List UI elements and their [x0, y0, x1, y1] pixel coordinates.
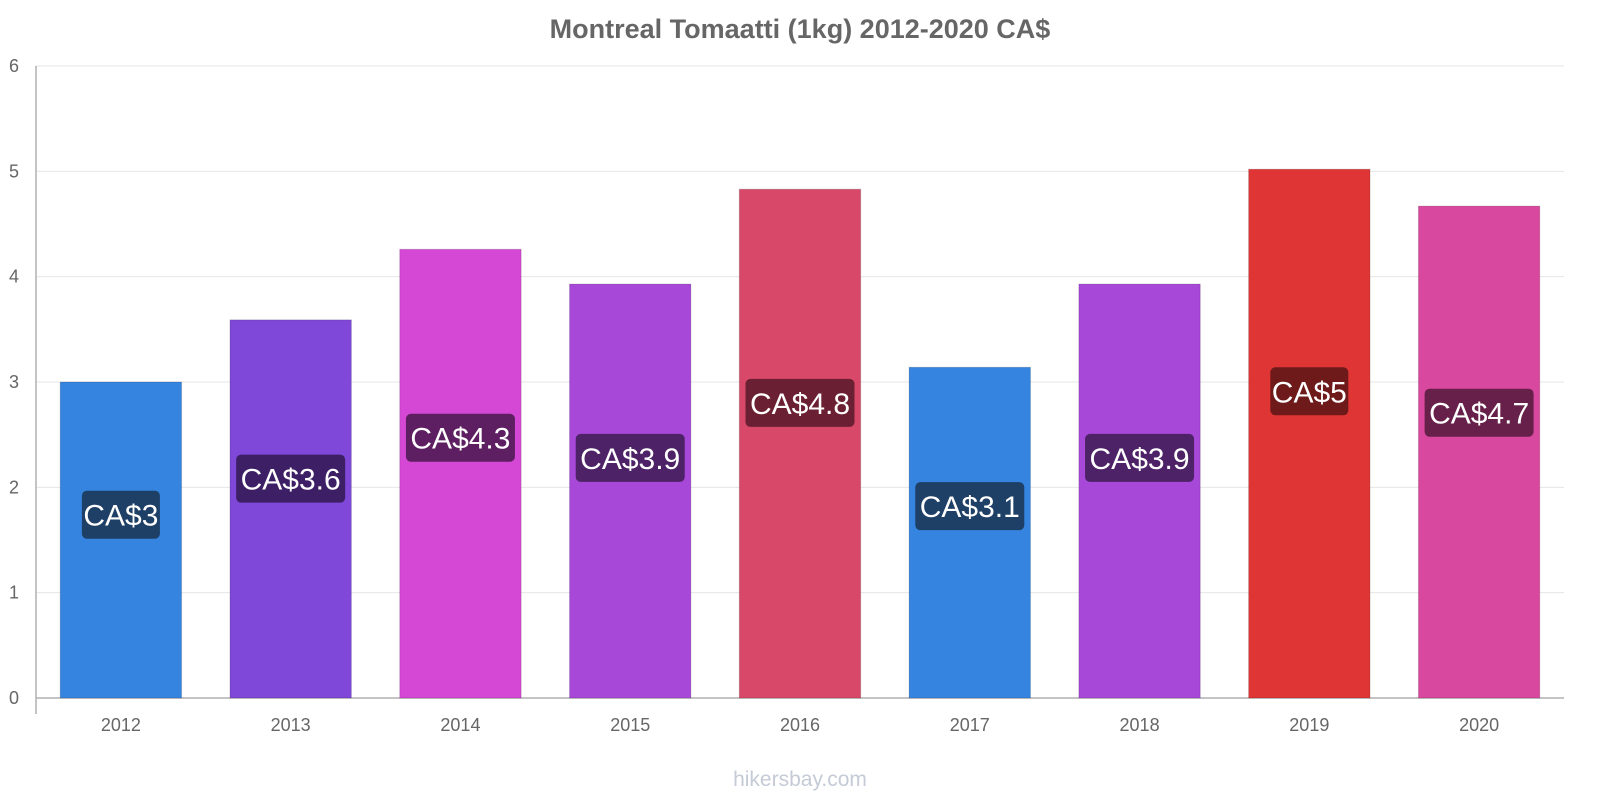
data-label-badge: [236, 454, 346, 503]
data-label-badge: [1270, 367, 1349, 416]
bar: [1078, 283, 1201, 699]
y-tick-label: 5: [9, 161, 19, 181]
y-tick-label: 4: [9, 267, 19, 287]
data-label-badge: [575, 433, 685, 482]
data-label: CA$4.8: [750, 388, 850, 421]
x-tick-label: 2020: [1459, 715, 1499, 735]
x-tick-label: 2019: [1289, 715, 1329, 735]
data-label-badge: [81, 490, 160, 539]
x-tick-label: 2013: [271, 715, 311, 735]
bar: [1248, 168, 1371, 699]
x-tick-label: 2014: [440, 715, 480, 735]
data-label: CA$4.3: [410, 423, 510, 456]
x-tick-label: 2017: [950, 715, 990, 735]
data-label: CA$5: [1272, 376, 1347, 409]
chart-title: Montreal Tomaatti (1kg) 2012-2020 CA$: [549, 14, 1051, 44]
bar: [569, 283, 692, 699]
data-label: CA$3.6: [241, 464, 341, 497]
x-tick-label: 2015: [610, 715, 650, 735]
data-label: CA$3: [83, 500, 158, 533]
data-label-badge: [1424, 388, 1534, 437]
y-tick-label: 6: [9, 56, 19, 76]
x-tick-label: 2012: [101, 715, 141, 735]
data-label-badge: [745, 378, 855, 427]
data-label: CA$4.7: [1429, 398, 1529, 431]
bar: [1417, 205, 1541, 699]
data-label: CA$3.1: [920, 491, 1020, 524]
y-tick-label: 2: [9, 477, 19, 497]
watermark: hikersbay.com: [733, 768, 867, 791]
y-tick-label: 3: [9, 372, 19, 392]
y-tick-label: 1: [9, 583, 19, 603]
data-label-badge: [1085, 433, 1195, 482]
data-label: CA$3.9: [1090, 443, 1190, 476]
bar: [738, 188, 862, 699]
data-label-badge: [405, 413, 515, 462]
x-tick-label: 2016: [780, 715, 820, 735]
bar: [399, 248, 522, 699]
bar: [229, 319, 352, 699]
data-label: CA$3.9: [580, 443, 680, 476]
x-tick-label: 2018: [1120, 715, 1160, 735]
data-label-badge: [915, 482, 1025, 531]
bar: [908, 366, 1031, 699]
y-tick-label: 0: [9, 688, 19, 708]
bar: [59, 381, 183, 699]
